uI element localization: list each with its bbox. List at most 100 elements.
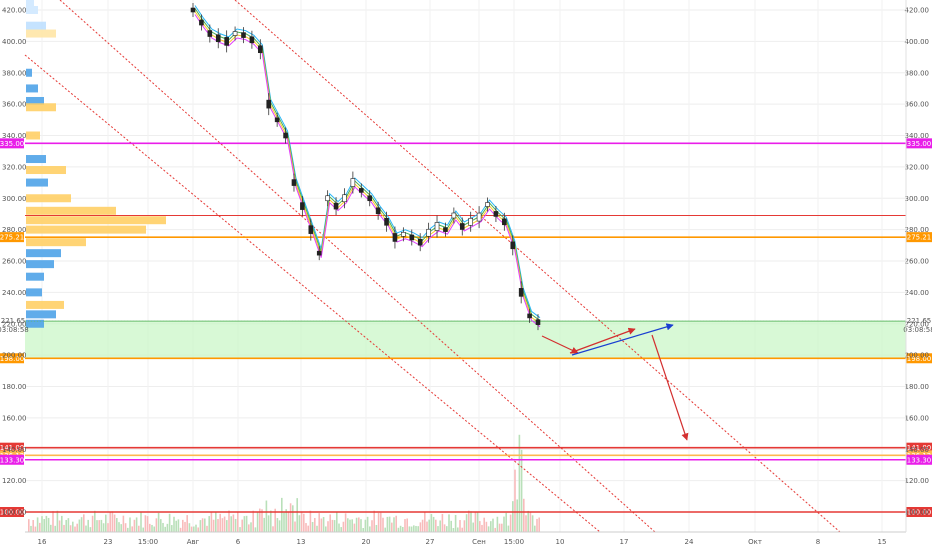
volume-bar	[373, 510, 375, 532]
volume-bar	[54, 525, 56, 532]
candle-body	[199, 19, 204, 26]
volume-bar	[476, 512, 479, 532]
volume-bar	[47, 517, 50, 532]
volume-profile-bar	[26, 319, 44, 328]
candle-body	[409, 234, 415, 241]
volume-bar	[94, 510, 96, 532]
volume-bar	[188, 523, 191, 532]
candle-body	[384, 217, 389, 226]
y-tick-label-right: 240.00	[905, 289, 930, 297]
volume-bar	[415, 525, 417, 532]
volume-bar	[428, 519, 430, 532]
level-tag-left	[0, 353, 24, 364]
level-tag-text-left: 335.00	[0, 140, 24, 148]
volume-bar	[171, 525, 173, 532]
y-tick-label-right: 160.00	[905, 414, 930, 422]
volume-bar	[157, 512, 160, 532]
volume-bar	[89, 527, 92, 532]
trendline-upper-left	[59, 0, 656, 533]
volume-bar	[45, 515, 48, 532]
volume-bar	[380, 512, 382, 532]
candle-body	[417, 238, 423, 246]
volume-bar	[399, 525, 402, 532]
volume-bar	[39, 522, 41, 532]
volume-bar	[468, 510, 470, 532]
volume-bar	[283, 512, 285, 532]
volume-bar	[208, 516, 210, 532]
volume-bar	[479, 521, 481, 532]
volume-bar	[384, 527, 386, 532]
volume-bar	[344, 513, 347, 532]
volume-bar	[36, 517, 39, 532]
candle-body	[527, 313, 532, 319]
y-tick-label-left: 240.00	[2, 289, 27, 297]
volume-bar	[463, 520, 466, 532]
volume-bar	[127, 527, 129, 532]
level-tag-left	[0, 232, 24, 243]
candle-body	[367, 195, 373, 202]
y-tick-label-left: 220.00	[2, 320, 27, 328]
volume-bar	[96, 520, 98, 532]
candle-body	[358, 188, 364, 193]
y-tick-label-right: 120.00	[905, 477, 930, 485]
candle-body	[392, 233, 398, 242]
volume-bar	[228, 510, 230, 532]
volume-bar	[98, 520, 100, 532]
volume-bar	[397, 527, 400, 532]
volume-profile-bar	[26, 0, 34, 7]
level-tag-text-left: 198.00	[0, 355, 24, 363]
volume-bar	[505, 512, 507, 532]
volume-bar	[32, 520, 34, 532]
y-tick-label-right: 360.00	[905, 101, 930, 109]
y-tick-label-left: 120.00	[2, 477, 27, 485]
candle-body	[518, 288, 524, 297]
level-tag-right	[906, 442, 932, 453]
volume-bar	[140, 511, 142, 532]
volume-bar	[177, 519, 180, 532]
volume-bar	[131, 526, 133, 532]
x-tick-label: Сен	[472, 538, 486, 546]
volume-bar	[404, 519, 406, 532]
volume-bar	[419, 522, 422, 532]
volume-bar	[193, 526, 195, 532]
volume-bar	[146, 516, 149, 532]
volume-bar	[287, 511, 290, 532]
volume-bar	[111, 511, 114, 532]
level-tag-left	[0, 442, 24, 453]
volume-bar	[138, 525, 140, 532]
volume-bar	[448, 514, 450, 532]
volume-bar	[135, 517, 138, 532]
forecast-arrow-down	[541, 335, 579, 354]
x-tick-label: 15:00	[504, 538, 524, 546]
volume-bar	[408, 526, 411, 532]
volume-bar	[61, 515, 63, 532]
volume-bar	[149, 523, 151, 532]
volume-bar	[56, 510, 59, 532]
y-tick-label-right: 280.00	[905, 226, 930, 234]
y-tick-label-left: 320.00	[2, 163, 27, 171]
candle-body	[350, 178, 356, 187]
volume-bar	[450, 520, 452, 532]
volume-bar	[109, 512, 111, 532]
volume-bar	[142, 527, 144, 532]
level-tag-text-right: 275.21	[907, 234, 932, 242]
volume-bar	[417, 526, 419, 532]
volume-bar	[50, 524, 52, 532]
x-tick-label: Окт	[748, 538, 762, 546]
volume-bar	[366, 516, 369, 532]
y-tick-label-left: 340.00	[2, 132, 27, 140]
y-tick-label-right: 220.00	[905, 320, 930, 328]
volume-bar	[144, 515, 147, 532]
y-tick-label-right: 200.00	[905, 352, 930, 360]
forecast-arrow-drop	[651, 334, 689, 441]
y-axis-left: 335.00275.21198.00141.00136.12133.30100.…	[0, 7, 29, 517]
candle-body	[215, 34, 221, 43]
candle-body	[426, 228, 431, 237]
volume-bar	[454, 514, 457, 532]
volume-bar	[406, 518, 408, 532]
volume-profile-bar	[26, 6, 38, 14]
volume-bar	[435, 519, 437, 532]
volume-bar	[219, 513, 221, 532]
